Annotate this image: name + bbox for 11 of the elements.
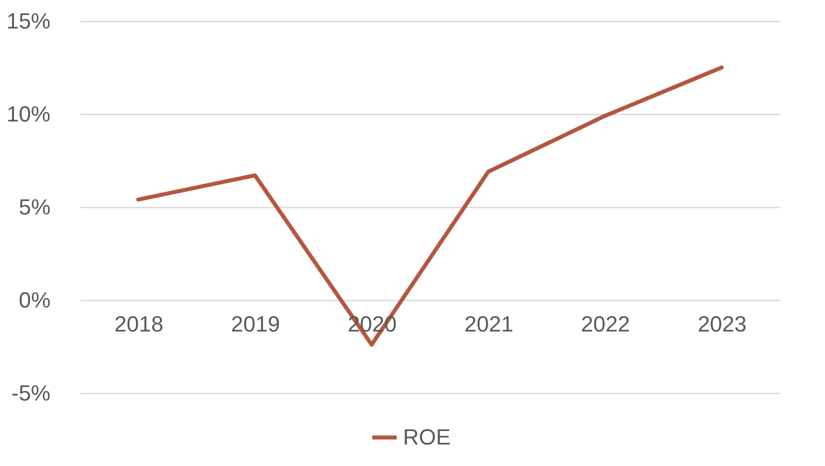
x-tick-label: 2021 [464, 312, 514, 336]
y-tick-label: 15% [6, 8, 50, 34]
x-tick-label: 2018 [114, 312, 164, 336]
x-tick-label: 2022 [581, 312, 630, 336]
y-tick-label: -5% [11, 380, 50, 406]
y-tick-label: 10% [6, 102, 50, 126]
x-tick-label: 2023 [698, 312, 747, 336]
y-tick-label: 0% [18, 288, 50, 312]
y-tick-label: 5% [18, 194, 50, 220]
legend-label: ROE [403, 424, 451, 450]
x-tick-label: 2019 [231, 312, 280, 336]
